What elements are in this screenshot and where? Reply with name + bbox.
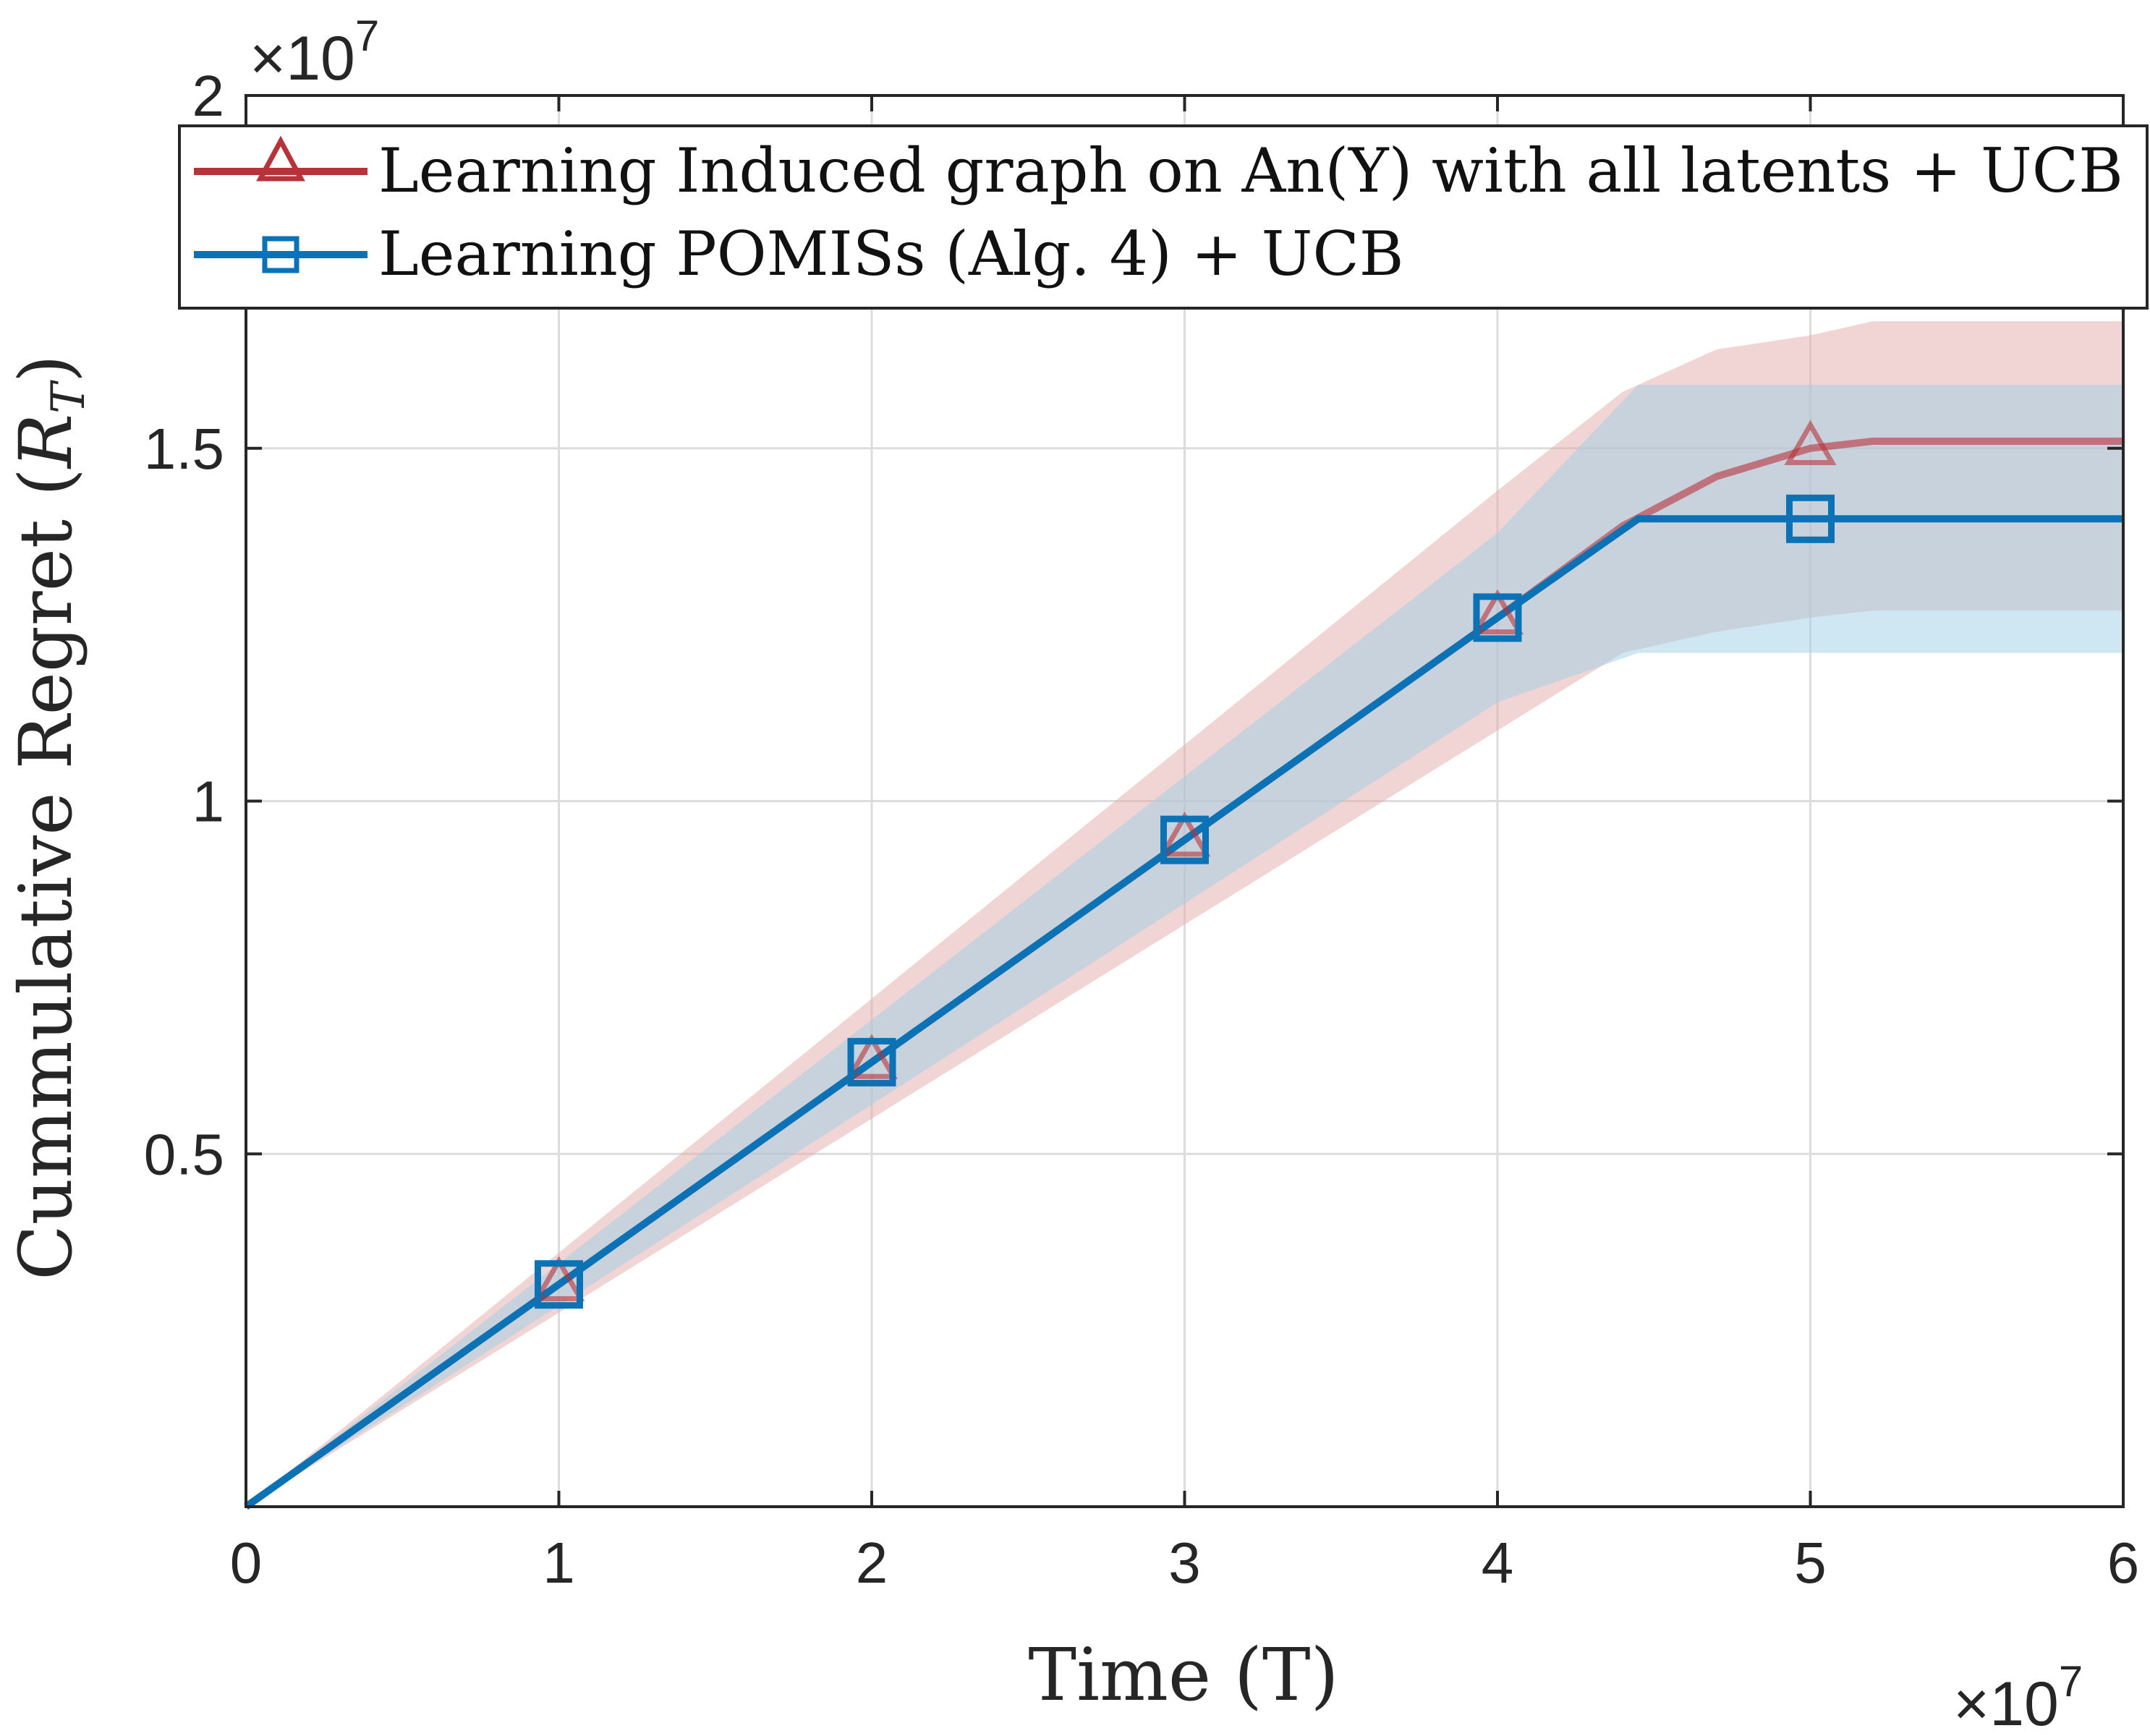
triangle-marker bbox=[845, 1034, 898, 1079]
square-marker bbox=[847, 1037, 896, 1086]
series-line-1 bbox=[244, 515, 2123, 1510]
x-tick-label: 5 bbox=[1794, 1531, 1827, 1595]
y-tick-label: 2 bbox=[192, 64, 225, 128]
y-exponent-label: ×107 bbox=[250, 12, 379, 93]
square-marker bbox=[535, 1260, 583, 1309]
x-tick-labels: 0 1 2 3 4 5 6 bbox=[230, 1531, 2140, 1595]
legend-label-induced-graph: Learning Induced graph on An(Y) with all… bbox=[378, 135, 2123, 206]
triangle-marker bbox=[1784, 420, 1837, 466]
x-tick-label: 1 bbox=[543, 1531, 575, 1595]
y-tick-label: 0.5 bbox=[144, 1122, 224, 1186]
series-markers bbox=[532, 420, 1837, 1309]
square-marker bbox=[1473, 593, 1522, 642]
triangle-marker bbox=[532, 1256, 585, 1301]
tick-marks bbox=[245, 94, 2125, 1507]
legend-box bbox=[178, 124, 2149, 310]
legend-marker-triangle bbox=[256, 135, 305, 182]
triangle-marker bbox=[1471, 589, 1524, 635]
square-marker bbox=[1786, 494, 1835, 543]
x-tick-label: 2 bbox=[856, 1531, 888, 1595]
square-marker bbox=[1160, 815, 1209, 864]
y-tick-label: 1.5 bbox=[144, 417, 224, 481]
legend: Learning Induced graph on An(Y) with all… bbox=[178, 124, 2149, 310]
x-tick-label: 6 bbox=[2107, 1531, 2140, 1595]
triangle-marker bbox=[1158, 811, 1211, 857]
y-axis-title: Cummulative Regret (RT) bbox=[4, 354, 95, 1280]
legend-label-pomis: Learning POMISs (Alg. 4) + UCB bbox=[378, 218, 1403, 289]
x-tick-label: 4 bbox=[1482, 1531, 1514, 1595]
confidence-band-series-1 bbox=[246, 384, 2123, 1507]
x-tick-label: 0 bbox=[230, 1531, 263, 1595]
series-lines bbox=[244, 437, 2123, 1510]
x-exponent-label: ×107 bbox=[1953, 1657, 2083, 1736]
x-axis-title: Time (T) bbox=[1028, 1633, 1338, 1717]
legend-marker-square bbox=[262, 236, 299, 273]
confidence-bands bbox=[246, 321, 2123, 1507]
x-tick-label: 3 bbox=[1168, 1531, 1201, 1595]
y-tick-labels: 0.5 1 1.5 2 bbox=[144, 64, 224, 1186]
y-tick-label: 1 bbox=[192, 770, 225, 834]
